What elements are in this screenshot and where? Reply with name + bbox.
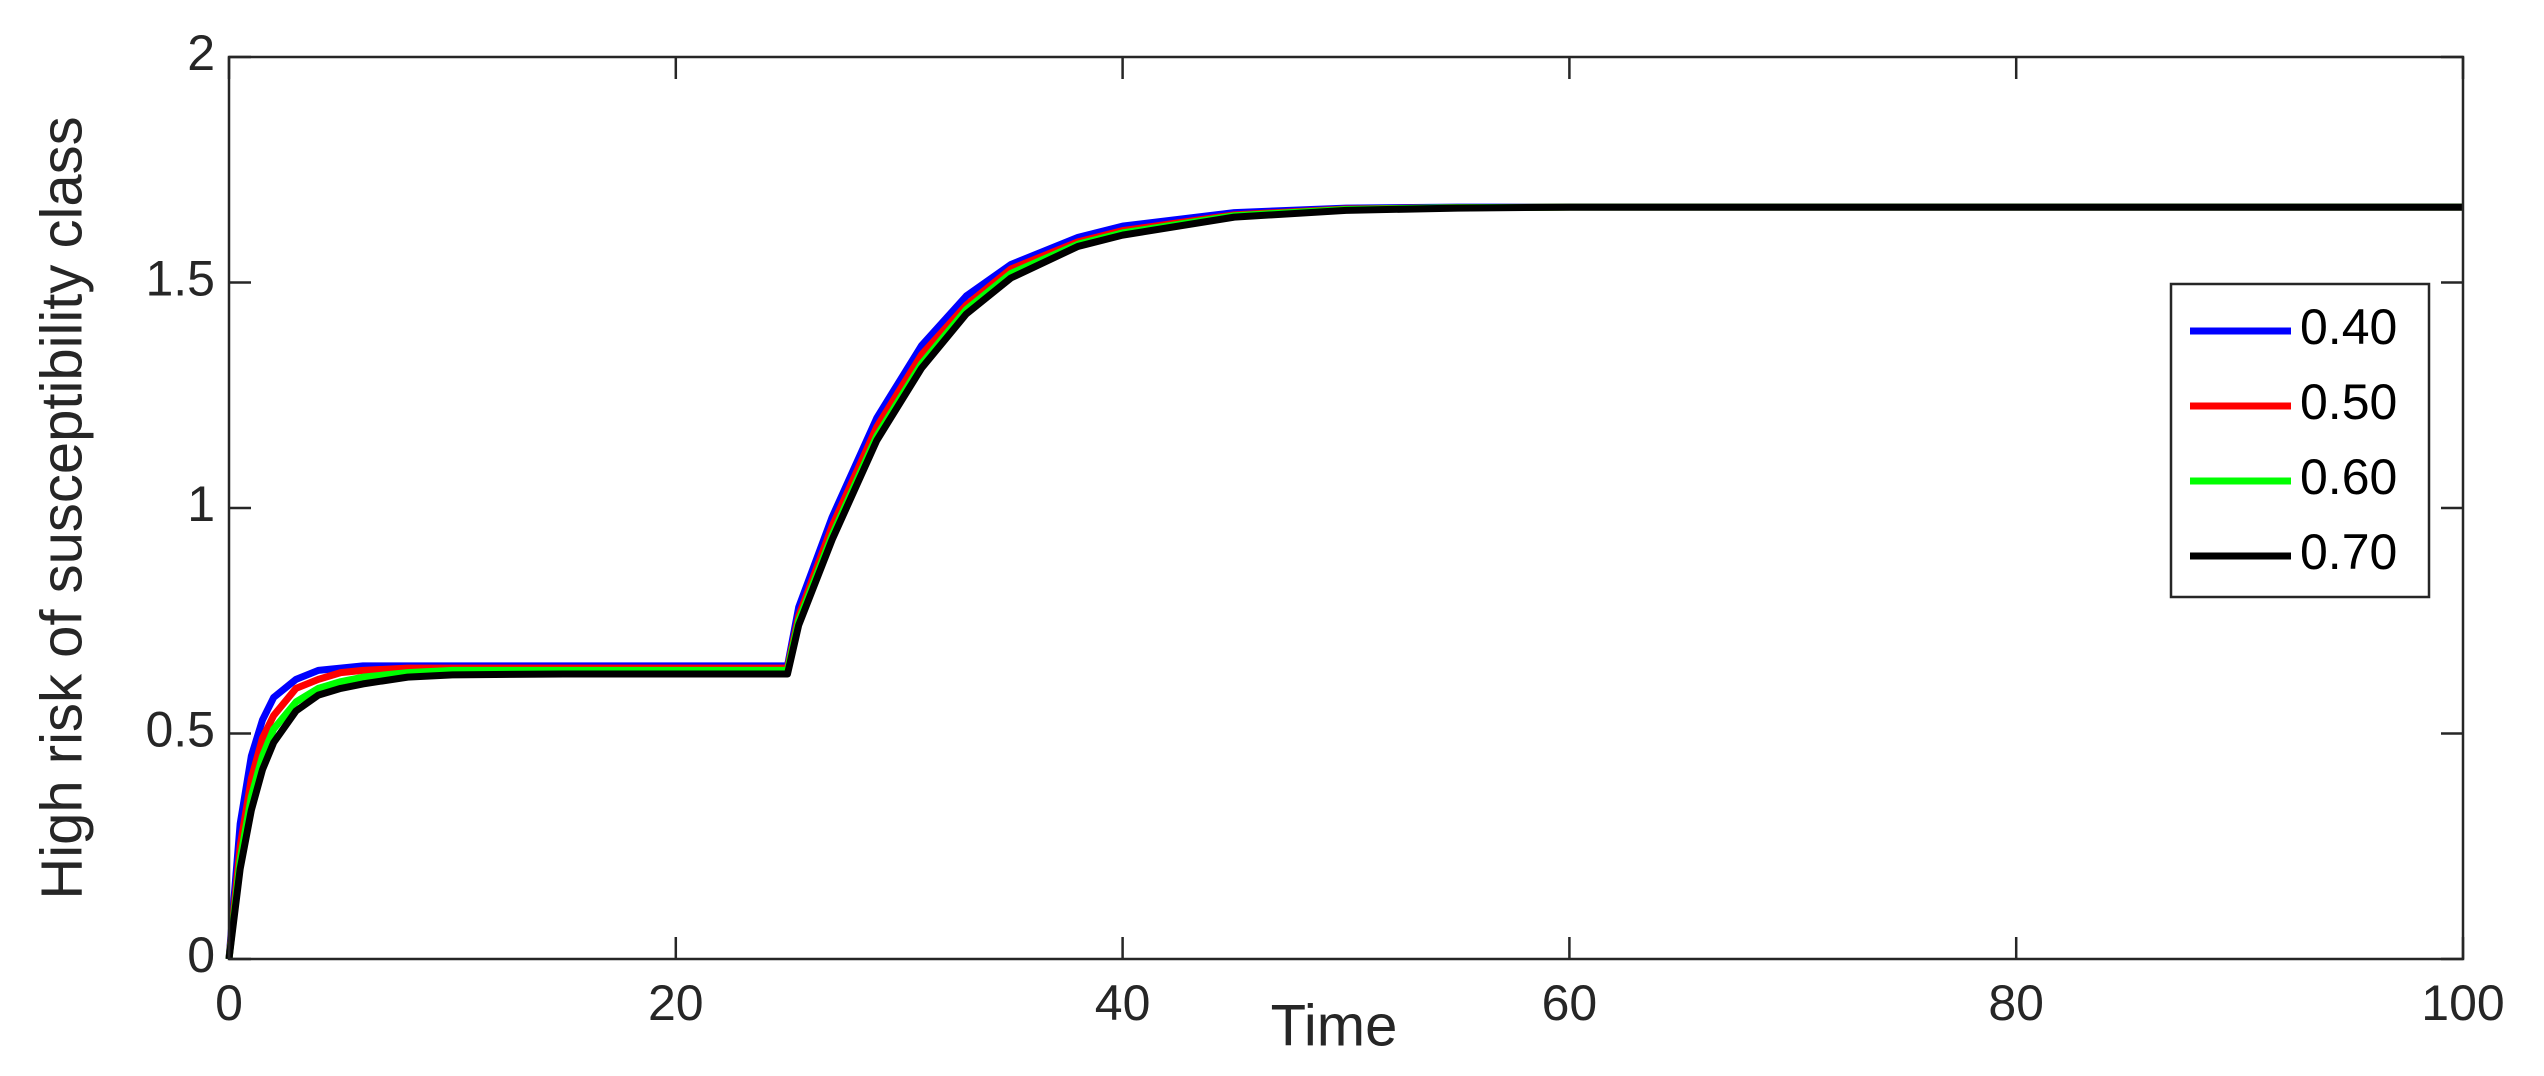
legend-label: 0.40 (2300, 299, 2397, 355)
plot-area (229, 57, 2463, 959)
x-tick-label: 80 (1988, 975, 2044, 1031)
x-tick-label: 20 (648, 975, 704, 1031)
y-tick-label: 2 (187, 25, 215, 81)
x-tick-label: 0 (215, 975, 243, 1031)
x-tick-label: 100 (2421, 975, 2504, 1031)
y-axis-title: High risk of susceptibility class (29, 116, 94, 899)
x-tick-label: 40 (1095, 975, 1151, 1031)
x-axis-title: Time (1271, 993, 1398, 1058)
y-tick-label: 1.5 (145, 251, 215, 307)
legend-label: 0.60 (2300, 449, 2397, 505)
y-tick-label: 0 (187, 927, 215, 983)
legend-label: 0.50 (2300, 374, 2397, 430)
series-line (225, 203, 2463, 960)
y-tick-label: 0.5 (145, 702, 215, 758)
legend-label: 0.70 (2300, 524, 2397, 580)
legend: 0.40 0.50 0.60 0.70 (2169, 282, 2431, 599)
marks (225, 203, 2463, 960)
legend-box (2169, 282, 2431, 599)
x-tick-label: 60 (1542, 975, 1598, 1031)
y-tick-label: 1 (187, 476, 215, 532)
